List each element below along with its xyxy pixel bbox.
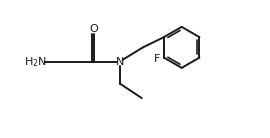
Text: N: N (116, 57, 124, 67)
Text: H$_2$N: H$_2$N (25, 55, 48, 69)
Text: O: O (90, 24, 98, 34)
Text: F: F (154, 54, 161, 64)
